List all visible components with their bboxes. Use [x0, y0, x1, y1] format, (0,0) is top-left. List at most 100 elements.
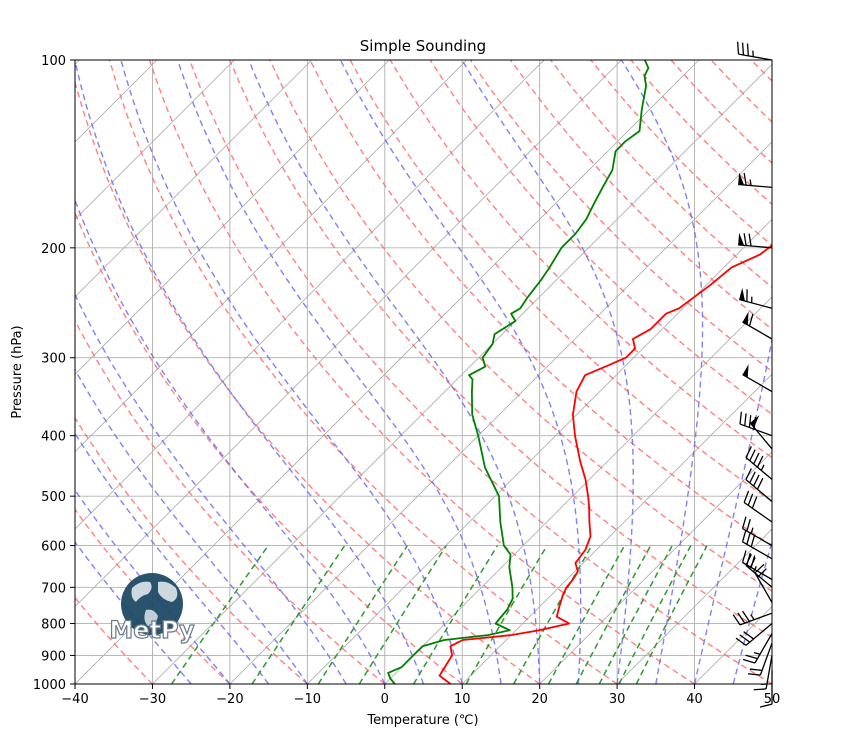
- isotherm--130: [0, 60, 2, 684]
- moist-adiabat-15: [176, 60, 502, 684]
- isotherm-20: [539, 451, 772, 684]
- moist-adiabat-40: [693, 336, 772, 684]
- y-tick-label: 700: [41, 581, 66, 596]
- x-tick-label: 20: [531, 692, 548, 707]
- isotherm-40: [694, 605, 772, 684]
- wind-barb: [738, 172, 773, 189]
- mixing-ratio-lines: [170, 545, 708, 684]
- x-axis-title: Temperature (℃): [366, 713, 478, 728]
- series-line-dewpoint: [387, 60, 650, 684]
- mixing-ratio-line: [412, 545, 499, 684]
- isotherm--20: [229, 141, 772, 684]
- mixing-ratio-line: [317, 545, 409, 684]
- y-tick-label: 100: [41, 54, 66, 69]
- isotherm--40: [75, 60, 700, 684]
- dry-adiabat-100: [389, 60, 772, 459]
- isotherms: [0, 60, 772, 684]
- y-tick-label: 400: [41, 430, 66, 445]
- mixing-ratio-line: [618, 545, 692, 684]
- dry-adiabats: [75, 60, 852, 684]
- mixing-ratio-line: [575, 545, 652, 684]
- isotherm--50: [75, 60, 622, 608]
- wind-barb: [735, 623, 773, 646]
- wind-barb: [741, 529, 773, 560]
- x-tick-label: 0: [381, 692, 389, 707]
- dry-adiabat-20: [75, 79, 541, 684]
- isotherm--60: [75, 60, 545, 530]
- moist-adiabat--5: [75, 293, 347, 684]
- isotherm--100: [75, 60, 235, 220]
- isotherm--90: [75, 60, 313, 298]
- y-tick-label: 300: [41, 352, 66, 367]
- dry-adiabat-70: [269, 60, 772, 593]
- mixing-ratio-line: [547, 545, 626, 684]
- isotherm--10: [307, 218, 772, 684]
- isotherm--70: [75, 60, 467, 453]
- moist-adiabat-0: [75, 198, 386, 684]
- dry-adiabat--20: [75, 508, 231, 684]
- dry-adiabat-200: [791, 60, 852, 684]
- isotherm-0: [384, 296, 772, 684]
- series-line-temperature: [438, 244, 772, 684]
- dry-adiabat-180: [710, 60, 772, 123]
- x-tick-label: −10: [294, 692, 321, 707]
- dry-adiabat-190: [750, 60, 772, 83]
- dry-adiabat-170: [670, 60, 772, 164]
- dry-adiabat-60: [229, 60, 772, 639]
- isotherm-30: [616, 528, 772, 684]
- dry-adiabat-50: [188, 60, 772, 684]
- y-tick-label: 600: [41, 540, 66, 555]
- mixing-ratio-line: [251, 545, 346, 684]
- moist-adiabat-35: [620, 60, 704, 684]
- dry-adiabat-130: [510, 60, 772, 331]
- wind-barb: [736, 41, 773, 61]
- isotherm--80: [75, 60, 390, 375]
- moist-adiabat--20: [75, 488, 231, 684]
- wind-barb: [754, 563, 773, 603]
- wind-barb: [753, 655, 773, 691]
- wind-barb: [738, 232, 773, 249]
- dry-adiabat-40: [148, 60, 695, 684]
- moist-adiabat-45: [732, 538, 772, 684]
- moist-adiabat-20: [248, 60, 541, 684]
- wind-barb: [738, 287, 773, 309]
- wind-barb: [759, 670, 773, 708]
- x-tick-label: 10: [454, 692, 471, 707]
- x-axis: −40 −30 −20 −10 0 10 20 30 40 50: [61, 684, 780, 707]
- y-axis-title: Pressure (hPa): [10, 325, 25, 418]
- dry-adiabat--10: [75, 416, 308, 684]
- isotherm--30: [152, 63, 772, 684]
- dry-adiabat-10: [75, 211, 463, 684]
- plot-frame: [74, 59, 773, 685]
- y-tick-label: 200: [41, 242, 66, 257]
- isotherm-50: [771, 683, 772, 684]
- chart-title: Simple Sounding: [360, 37, 486, 55]
- isobar-gridlines: [75, 60, 772, 684]
- moist-adiabat-25: [339, 60, 582, 684]
- y-tick-label: 800: [41, 618, 66, 633]
- wind-barb: [743, 490, 773, 523]
- wind-barb: [742, 633, 773, 664]
- x-tick-label: 30: [609, 692, 626, 707]
- y-tick-label: 900: [41, 649, 66, 664]
- x-tick-label: 40: [686, 692, 703, 707]
- wind-barb: [732, 610, 773, 626]
- wind-barb: [745, 446, 773, 480]
- y-axis: 100 200 300 400 500 600 700 800 900 1000: [33, 54, 75, 693]
- logo-wordmark: MetPy: [109, 616, 195, 644]
- x-tick-label: −20: [216, 692, 243, 707]
- x-tick-label: −30: [139, 692, 166, 707]
- mixing-ratio-line: [465, 545, 548, 684]
- wind-barb: [742, 311, 773, 340]
- moist-adiabat--10: [75, 368, 308, 684]
- y-tick-label: 500: [41, 490, 66, 505]
- y-tick-label: 1000: [33, 678, 66, 693]
- sounding-series: [387, 60, 772, 684]
- mixing-ratio-line: [358, 545, 447, 684]
- moist-adiabat-30: [461, 60, 634, 684]
- dry-adiabat-0: [75, 319, 386, 684]
- dry-adiabat-160: [630, 60, 772, 206]
- dry-adiabat-80: [309, 60, 772, 547]
- dry-adiabat-30: [108, 60, 618, 684]
